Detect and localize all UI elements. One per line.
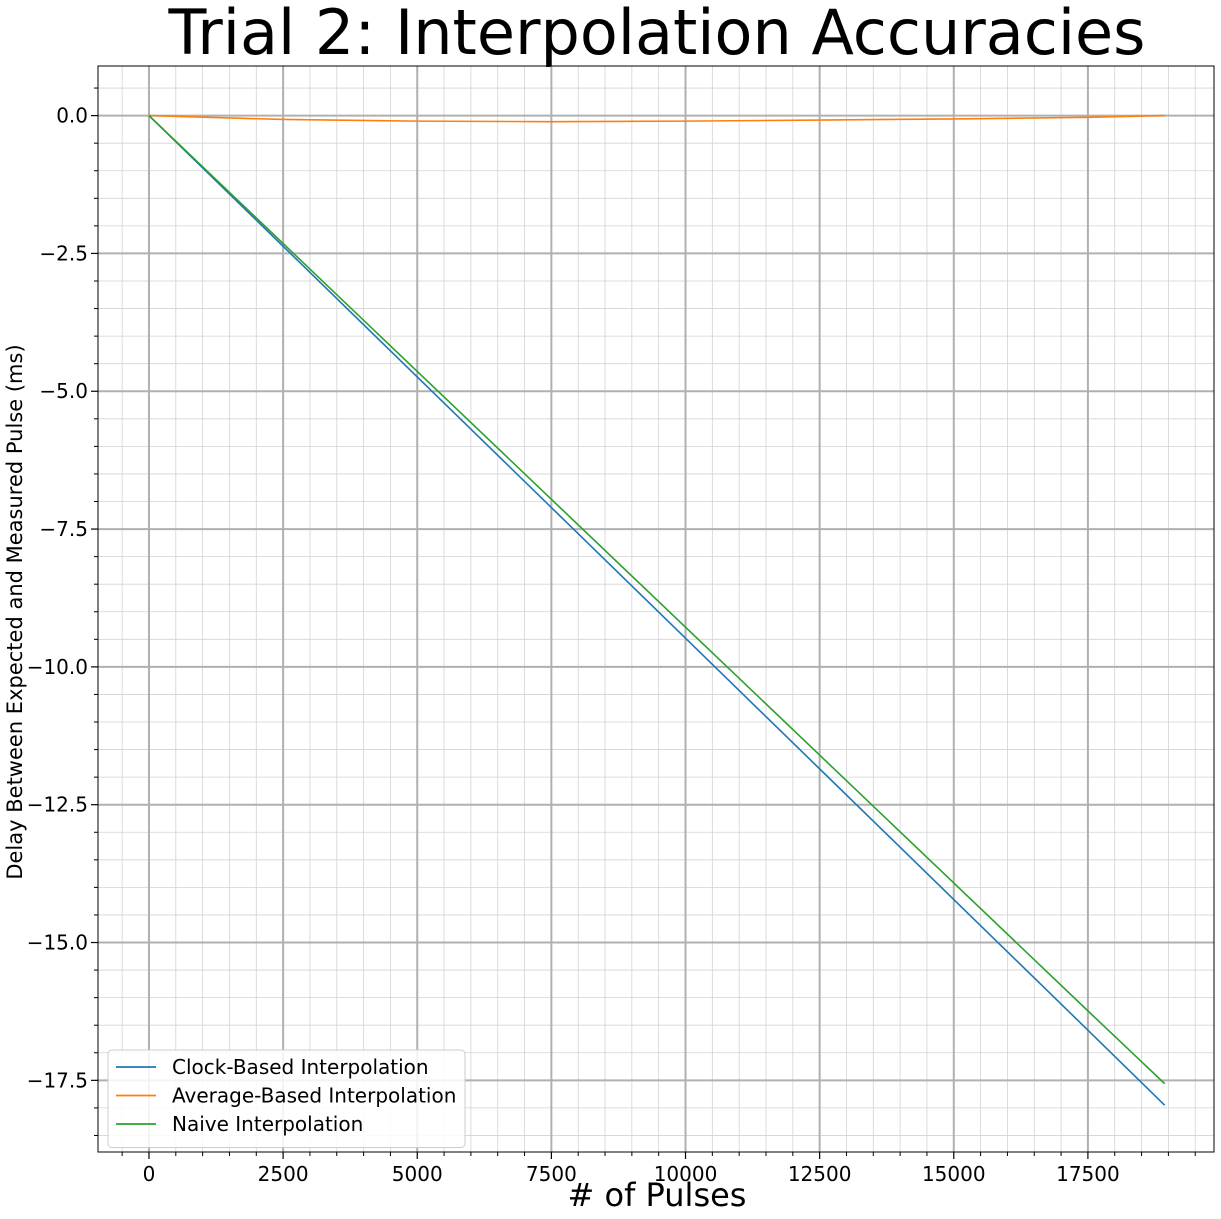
x-tick-label: 17500 bbox=[1056, 1162, 1120, 1186]
x-tick-label: 0 bbox=[143, 1162, 156, 1186]
series-lines bbox=[148, 114, 1166, 1106]
y-tick-label: −12.5 bbox=[27, 793, 88, 817]
series-line-clock-based-interpolation bbox=[148, 115, 1166, 1106]
y-tick-label: −17.5 bbox=[27, 1068, 88, 1092]
y-tick-label: −10.0 bbox=[27, 655, 88, 679]
legend: Clock-Based Interpolation Average-Based I… bbox=[107, 1049, 466, 1148]
legend-label: Naive Interpolation bbox=[172, 1112, 363, 1136]
x-tick-label: 10000 bbox=[654, 1162, 718, 1186]
plot-frame bbox=[97, 65, 1215, 1153]
y-tick-label: −5.0 bbox=[39, 379, 88, 403]
chart-title: Trial 2: Interpolation Accuracies bbox=[168, 0, 1146, 69]
x-tick-label: 15000 bbox=[922, 1162, 986, 1186]
x-tick-label: 12500 bbox=[788, 1162, 852, 1186]
y-axis-ticks: 0.0 −2.5 −5.0 −7.5 −10.0 −12.5 −15.0 −17.5 bbox=[27, 87, 98, 1136]
legend-label: Clock-Based Interpolation bbox=[172, 1055, 429, 1079]
x-tick-label: 2500 bbox=[258, 1162, 309, 1186]
x-tick-label: 5000 bbox=[392, 1162, 443, 1186]
legend-label: Average-Based Interpolation bbox=[172, 1084, 456, 1108]
series-line-naive-interpolation bbox=[148, 115, 1166, 1085]
y-axis-label: Delay Between Expected and Measured Puls… bbox=[3, 344, 27, 879]
y-tick-label: −7.5 bbox=[39, 517, 88, 541]
series-line-average-based-interpolation bbox=[148, 114, 1165, 123]
x-axis-ticks: 0 2500 5000 7500 10000 12500 15000 17500 bbox=[121, 1152, 1196, 1186]
y-tick-label: −15.0 bbox=[27, 931, 88, 955]
x-tick-label: 7500 bbox=[526, 1162, 577, 1186]
x-axis-label: # of Pulses bbox=[568, 1176, 747, 1214]
legend-box bbox=[107, 1049, 466, 1148]
y-tick-label: 0.0 bbox=[56, 104, 88, 128]
y-tick-label: −2.5 bbox=[39, 241, 88, 265]
